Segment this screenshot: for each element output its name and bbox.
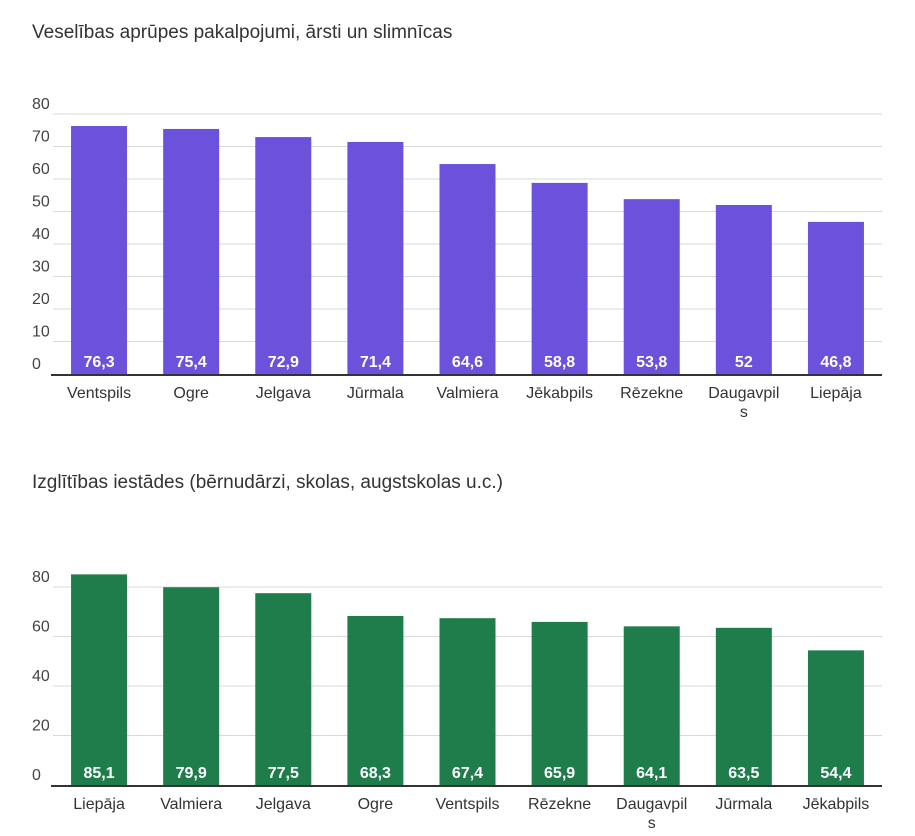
data-label: 67,4 [452, 765, 483, 782]
x-tick-label: Jūrmala [715, 796, 772, 813]
x-tick-label: Valmiera [160, 796, 222, 813]
data-label: 77,5 [268, 765, 299, 782]
data-label: 58,8 [544, 354, 575, 371]
y-tick-label: 50 [32, 194, 50, 211]
chart-title: Veselības aprūpes pakalpojumi, ārsti un … [32, 22, 453, 43]
bar [439, 164, 496, 374]
bar [623, 199, 680, 374]
y-tick-label: 0 [32, 767, 41, 784]
x-tick-label: Jelgava [256, 796, 311, 813]
x-tick-label: Jelgava [256, 385, 311, 402]
bar [163, 128, 220, 374]
bar [347, 615, 404, 785]
bar [255, 593, 312, 785]
bar [439, 618, 496, 785]
y-tick-label: 60 [32, 161, 50, 178]
bar [255, 137, 312, 374]
x-tick-label: Valmiera [437, 385, 499, 402]
y-tick-label: 60 [32, 619, 50, 636]
bar [163, 587, 220, 785]
y-tick-label: 40 [32, 668, 50, 685]
bar [623, 626, 680, 785]
health-bar-chart: 0 10 20 30 40 50 60 70 80 76,3 Ventspils 75,4 Ogre 72… [32, 96, 882, 421]
data-label: 85,1 [83, 765, 114, 782]
y-tick-label: 40 [32, 226, 50, 243]
education-bar-chart: 0 20 40 60 80 85,1 Liepāja 79,9 Valmiera 77,5 Jelg… [32, 569, 882, 832]
data-label: 46,8 [820, 354, 851, 371]
y-tick-label: 0 [32, 356, 41, 373]
data-label: 52 [735, 354, 753, 371]
x-tick-label: Rēzekne [528, 796, 591, 813]
y-tick-label: 10 [32, 324, 50, 341]
x-tick-label: Ogre [358, 796, 394, 813]
data-label: 71,4 [360, 354, 391, 371]
x-tick-label: s [648, 815, 656, 832]
bar [807, 221, 864, 374]
x-tick-label: Rēzekne [620, 385, 683, 402]
x-tick-label: Liepāja [810, 385, 862, 402]
bar [531, 182, 588, 374]
data-label: 65,9 [544, 765, 575, 782]
y-tick-label: 70 [32, 129, 50, 146]
health-chart: Veselības aprūpes pakalpojumi, ārsti un … [32, 22, 882, 421]
bar [531, 621, 588, 785]
bar [715, 205, 772, 374]
bar [715, 627, 772, 785]
data-label: 64,1 [636, 765, 667, 782]
x-tick-label: Ventspils [435, 796, 499, 813]
y-tick-label: 30 [32, 259, 50, 276]
x-tick-label: Jēkabpils [526, 385, 593, 402]
education-chart: Izglītības iestādes (bērnudārzi, skolas,… [0, 430, 915, 836]
data-label: 64,6 [452, 354, 483, 371]
data-label: 75,4 [176, 354, 207, 371]
y-tick-label: 20 [32, 291, 50, 308]
data-label: 72,9 [268, 354, 299, 371]
data-label: 79,9 [176, 765, 207, 782]
bar [71, 574, 128, 785]
x-tick-label: Daugavpil [616, 796, 687, 813]
bar [71, 126, 128, 375]
data-label: 63,5 [728, 765, 759, 782]
data-label: 54,4 [820, 765, 851, 782]
data-label: 76,3 [83, 354, 114, 371]
y-tick-label: 80 [32, 569, 50, 586]
data-label: 53,8 [636, 354, 667, 371]
x-tick-label: Jūrmala [347, 385, 404, 402]
x-tick-label: Ventspils [67, 385, 131, 402]
x-tick-label: Daugavpil [708, 385, 779, 402]
x-tick-label: Jēkabpils [803, 796, 870, 813]
x-tick-label: s [740, 404, 748, 421]
y-tick-label: 20 [32, 718, 50, 735]
chart-title: Izglītības iestādes (bērnudārzi, skolas,… [32, 472, 504, 493]
bar [347, 141, 404, 374]
data-label: 68,3 [360, 765, 391, 782]
x-tick-label: Liepāja [73, 796, 125, 813]
bar [807, 650, 864, 785]
y-tick-label: 80 [32, 96, 50, 113]
x-tick-label: Ogre [173, 385, 209, 402]
